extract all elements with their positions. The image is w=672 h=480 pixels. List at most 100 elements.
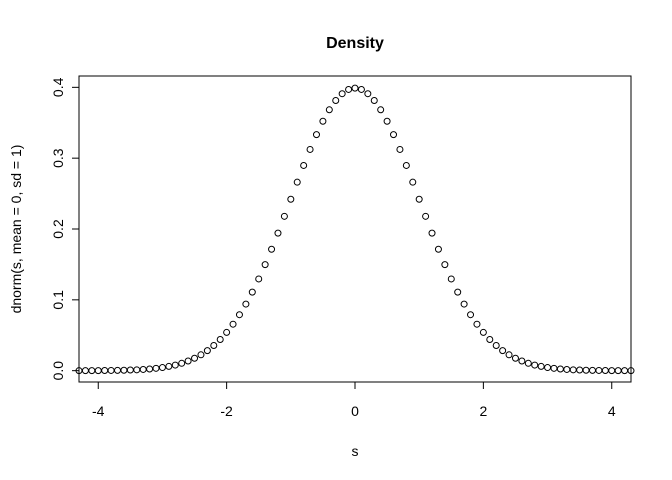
data-point — [280, 212, 288, 220]
data-point — [415, 195, 423, 203]
y-tick-label: 0.4 — [50, 77, 66, 97]
data-point — [550, 364, 558, 372]
x-axis-label: s — [352, 443, 359, 459]
data-point — [126, 366, 134, 374]
data-point — [601, 367, 609, 375]
data-point — [300, 161, 308, 169]
data-point — [133, 366, 141, 374]
data-point — [537, 362, 545, 370]
data-point — [242, 300, 250, 308]
x-tick-label: -4 — [92, 403, 105, 419]
data-point — [165, 362, 173, 370]
data-point — [473, 320, 481, 328]
data-point — [338, 90, 346, 98]
data-point — [518, 357, 526, 365]
data-point — [595, 366, 603, 374]
data-point — [197, 351, 205, 359]
data-point — [447, 275, 455, 283]
data-point — [293, 178, 301, 186]
data-point — [203, 347, 211, 355]
data-point — [210, 342, 218, 350]
x-tick-label: 4 — [608, 403, 616, 419]
y-tick-label: 0.0 — [50, 361, 66, 381]
data-point — [312, 131, 320, 139]
y-tick-label: 0.1 — [50, 290, 66, 310]
y-axis: 0.0 0.1 0.2 0.3 0.4 — [50, 77, 79, 380]
chart-title: Density — [326, 35, 384, 52]
data-point — [357, 85, 365, 93]
data-point — [402, 161, 410, 169]
data-point — [454, 288, 462, 296]
data-point — [223, 328, 231, 336]
data-point — [261, 261, 269, 269]
data-point — [306, 145, 314, 153]
data-point — [569, 366, 577, 374]
y-axis-label: dnorm(s, mean = 0, sd = 1) — [8, 145, 24, 314]
data-point — [556, 365, 564, 373]
data-point — [576, 366, 584, 374]
data-point — [627, 367, 635, 375]
data-point — [531, 361, 539, 369]
data-point — [614, 367, 622, 375]
data-point — [563, 365, 571, 373]
data-point — [319, 117, 327, 125]
data-point — [191, 354, 199, 362]
data-point — [492, 342, 500, 350]
data-point — [383, 117, 391, 125]
data-point — [107, 366, 115, 374]
data-point — [364, 90, 372, 98]
data-point — [325, 106, 333, 114]
data-point — [511, 354, 519, 362]
data-point — [332, 97, 340, 105]
data-point — [229, 320, 237, 328]
data-point — [370, 97, 378, 105]
plot-frame — [78, 75, 632, 383]
data-point — [486, 336, 494, 343]
data-point — [588, 366, 596, 374]
data-point — [582, 366, 590, 374]
data-point — [428, 229, 436, 237]
data-point — [88, 367, 96, 375]
data-point — [377, 106, 385, 114]
data-point — [139, 365, 147, 373]
x-tick-label: -2 — [220, 403, 233, 419]
data-point — [390, 131, 398, 139]
data-point — [184, 357, 192, 365]
data-point — [396, 145, 404, 153]
data-point — [94, 367, 102, 375]
data-point — [434, 245, 442, 253]
data-point — [460, 300, 468, 308]
x-tick-label: 2 — [479, 403, 487, 419]
data-point — [621, 367, 629, 375]
data-point — [479, 328, 487, 336]
y-tick-label: 0.3 — [50, 148, 66, 168]
data-point — [287, 195, 295, 203]
data-point — [409, 178, 417, 186]
data-points — [75, 84, 635, 375]
data-point — [345, 85, 353, 93]
data-point — [235, 311, 243, 319]
data-point — [171, 361, 179, 369]
data-point — [441, 261, 449, 269]
data-point — [158, 364, 166, 372]
data-point — [351, 84, 359, 92]
data-point — [467, 311, 475, 319]
data-point — [499, 347, 507, 355]
data-point — [216, 336, 224, 343]
data-point — [524, 359, 532, 367]
data-point — [608, 367, 616, 375]
data-point — [248, 288, 256, 296]
x-axis: -4 -2 0 2 4 — [92, 382, 616, 419]
data-point — [81, 367, 89, 375]
data-point — [505, 351, 513, 359]
data-point — [274, 229, 282, 237]
data-point — [422, 212, 430, 220]
data-point — [178, 359, 186, 367]
data-point — [268, 245, 276, 253]
data-point — [255, 275, 263, 283]
data-point — [152, 364, 160, 372]
data-point — [101, 367, 109, 375]
data-point — [120, 366, 128, 374]
data-point — [146, 365, 154, 373]
